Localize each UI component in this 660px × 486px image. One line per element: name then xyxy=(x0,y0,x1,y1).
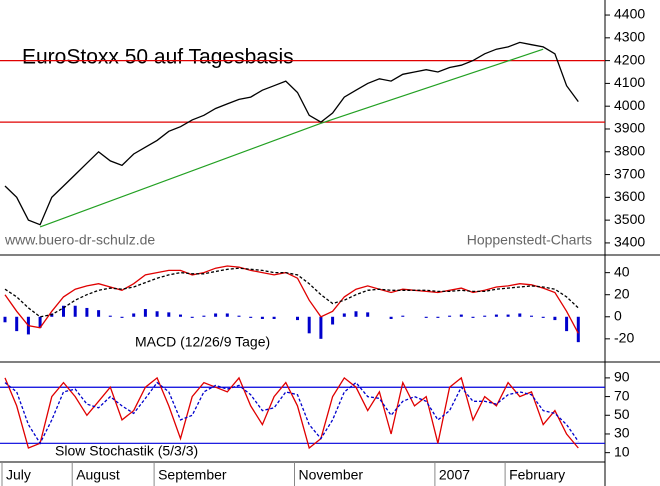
histogram-bar xyxy=(190,316,194,318)
histogram-bar xyxy=(62,305,65,317)
histogram-bar xyxy=(506,314,510,317)
histogram-bar xyxy=(97,310,101,317)
x-tick-label: August xyxy=(76,467,120,483)
histogram-bar xyxy=(15,316,19,332)
histogram-bar xyxy=(296,316,299,321)
series-line xyxy=(4,376,579,450)
histogram-bar xyxy=(494,314,498,317)
y-tick-label: 70 xyxy=(614,387,630,403)
panel-title: Slow Stochastik (5/3/3) xyxy=(55,443,198,459)
histogram-bar xyxy=(319,316,323,339)
y-tick-label: 3600 xyxy=(614,188,645,204)
histogram-bar xyxy=(225,313,229,317)
histogram-bar xyxy=(73,305,77,317)
histogram-bar xyxy=(179,314,182,317)
y-tick-label: 0 xyxy=(614,307,622,323)
y-tick-label: 4100 xyxy=(614,74,645,90)
y-tick-label: 20 xyxy=(614,285,630,301)
histogram-bar xyxy=(576,316,580,343)
histogram-bar xyxy=(342,313,346,317)
chart-title: EuroStoxx 50 auf Tagesbasis xyxy=(22,46,294,69)
histogram-bar xyxy=(272,316,276,319)
histogram-bar xyxy=(366,312,370,317)
y-tick-label: 10 xyxy=(614,443,630,459)
annotation: www.buero-dr-schulz.de xyxy=(4,232,155,248)
y-tick-label: 3400 xyxy=(614,234,645,250)
histogram-bar xyxy=(424,316,428,318)
histogram-bar xyxy=(471,316,475,318)
x-tick-label: July xyxy=(6,467,31,483)
y-tick-label: 3700 xyxy=(614,165,645,181)
y-tick-label: 4400 xyxy=(614,6,645,22)
y-tick-label: 3800 xyxy=(614,142,645,158)
y-tick-label: 3900 xyxy=(614,120,645,136)
x-tick-label: February xyxy=(509,467,565,483)
y-tick-label: 4300 xyxy=(614,29,645,45)
y-tick-label: 40 xyxy=(614,263,630,279)
annotation: Hoppenstedt-Charts xyxy=(467,232,592,248)
histogram-bar xyxy=(389,316,393,319)
histogram-bar xyxy=(354,311,358,317)
y-tick-label: 90 xyxy=(614,369,630,385)
histogram-bar xyxy=(202,315,206,317)
histogram-bar xyxy=(260,316,264,319)
y-tick-label: 30 xyxy=(614,425,630,441)
histogram-bar xyxy=(448,315,452,317)
histogram-bar xyxy=(108,315,112,317)
histogram-bar xyxy=(120,316,124,318)
histogram-bar xyxy=(518,313,522,317)
histogram-bar xyxy=(3,316,7,323)
y-tick-label: 50 xyxy=(614,406,630,422)
histogram-bar xyxy=(483,315,487,317)
series-line xyxy=(4,41,579,226)
histogram-bar xyxy=(541,316,545,318)
y-tick-label: 3500 xyxy=(614,211,645,227)
y-tick-label: 4000 xyxy=(614,97,645,113)
histogram-bar xyxy=(459,314,463,317)
histogram-bar xyxy=(307,316,311,334)
histogram-bar xyxy=(167,312,171,317)
histogram-bar xyxy=(85,307,89,317)
histogram-bar xyxy=(249,316,253,318)
histogram-bar xyxy=(155,311,159,317)
histogram-bar xyxy=(436,316,440,318)
histogram-bar xyxy=(331,316,335,325)
histogram-bar xyxy=(565,316,569,332)
x-tick-label: November xyxy=(299,467,364,483)
x-tick-label: September xyxy=(158,467,227,483)
y-tick-label: 4200 xyxy=(614,51,645,67)
panel-title: MACD (12/26/9 Tage) xyxy=(135,334,270,350)
series-line xyxy=(4,265,579,334)
histogram-bar xyxy=(553,316,557,321)
x-tick-label: 2007 xyxy=(439,467,470,483)
histogram-bar xyxy=(38,316,42,328)
series-line xyxy=(4,267,579,318)
histogram-bar xyxy=(401,315,405,317)
histogram-bar xyxy=(143,309,147,317)
histogram-bar xyxy=(530,315,533,317)
trend-line xyxy=(39,122,322,228)
y-tick-label: -20 xyxy=(614,330,634,346)
trend-line xyxy=(320,48,544,124)
histogram-bar xyxy=(132,313,136,317)
histogram-bar xyxy=(214,313,218,317)
histogram-bar xyxy=(237,315,241,317)
